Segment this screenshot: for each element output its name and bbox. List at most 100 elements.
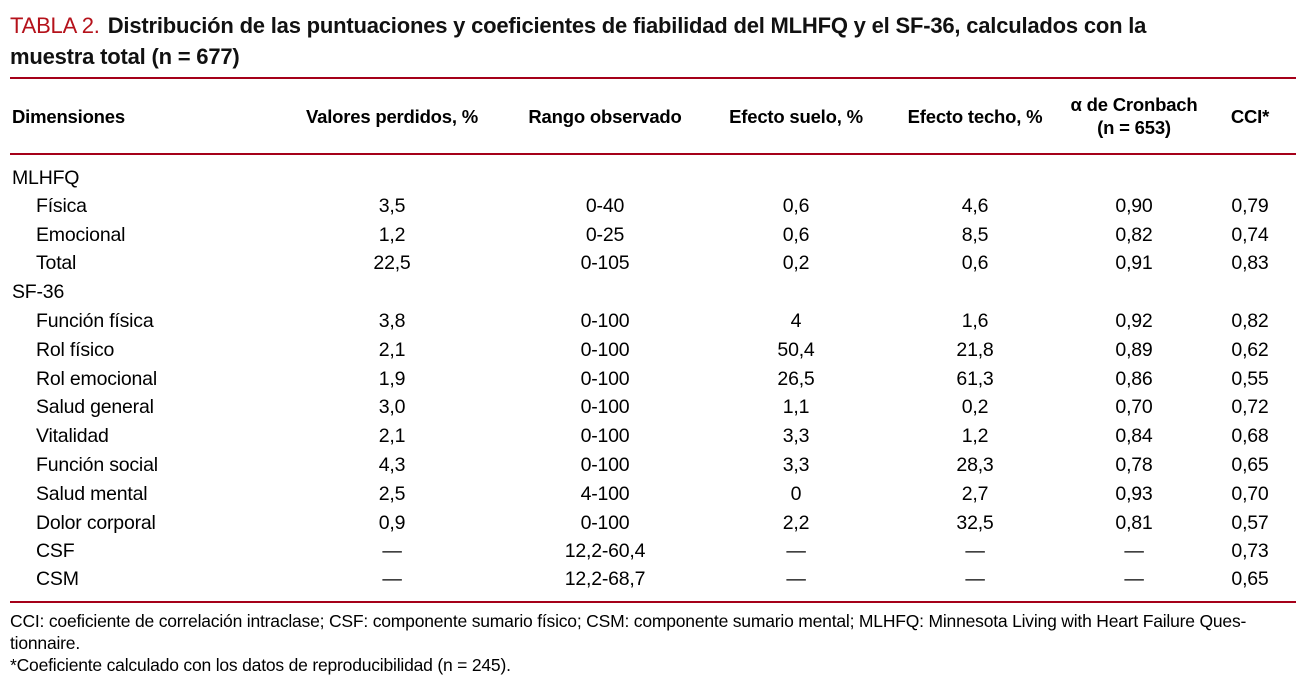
cell-value: 0,65 <box>1231 454 1269 477</box>
cell-value: 2,5 <box>378 482 406 505</box>
table-title-line2: muestra total (n = 677) <box>10 44 240 69</box>
cell-value: — <box>965 540 985 563</box>
table-row: Función social 4,3 0-100 3,3 28,3 0,78 0,65 <box>10 451 1296 480</box>
cell-value <box>886 278 1064 307</box>
cell-value: 0,83 <box>1231 252 1269 275</box>
cell-value: 0,9 <box>378 511 406 534</box>
column-header-efecto-techo: Efecto techo, % <box>886 78 1064 155</box>
cell-value <box>1064 278 1204 307</box>
cell-value: 3,8 <box>378 310 406 333</box>
table-body: MLHFQ Física 3,5 0-40 0,6 4,6 0,90 0,79 Emociona… <box>10 154 1296 604</box>
table-number-label: TABLA 2. <box>10 13 100 38</box>
cell-value: 0,92 <box>1115 310 1153 333</box>
footnote-abbreviations-line2: tionnaire. <box>10 633 80 654</box>
cell-value: 0,74 <box>1231 223 1269 246</box>
cell-value: 0,68 <box>1231 425 1269 448</box>
table-row: Emocional 1,2 0-25 0,6 8,5 0,82 0,74 <box>10 221 1296 250</box>
cell-value: 0-100 <box>580 367 630 390</box>
cell-value: 0,6 <box>961 252 989 275</box>
table-row: Salud general 3,0 0-100 1,1 0,2 0,70 0,72 <box>10 394 1296 423</box>
cell-value: 0,91 <box>1115 252 1153 275</box>
cell-value: 2,7 <box>961 482 989 505</box>
alfa-cronbach-line2: (n = 653) <box>1097 117 1171 138</box>
cell-value: 32,5 <box>956 511 994 534</box>
table-row: Función física 3,8 0-100 4 1,6 0,92 0,82 <box>10 307 1296 336</box>
cell-value: 21,8 <box>956 338 994 361</box>
dimension-label: CSF <box>36 540 75 563</box>
header-row: Dimensiones Valores perdidos, % Rango ob… <box>10 78 1296 155</box>
dimension-label: Rol emocional <box>36 367 157 390</box>
cell-value: 0,70 <box>1231 482 1269 505</box>
cell-value: — <box>1124 540 1144 563</box>
column-header-rango-observado: Rango observado <box>504 78 706 155</box>
cell-value: 0,82 <box>1231 310 1269 333</box>
column-header-cci: CCI* <box>1204 78 1296 155</box>
dimension-label: Vitalidad <box>36 425 109 448</box>
cell-value: 0,79 <box>1231 194 1269 217</box>
cell-value <box>504 154 706 192</box>
cell-value <box>1204 154 1296 192</box>
cell-value: 12,2-68,7 <box>504 566 706 604</box>
cell-value: 0 <box>790 482 802 505</box>
cell-value: 0-40 <box>585 194 625 217</box>
dimension-label: Salud general <box>36 396 154 419</box>
table-group-row: MLHFQ <box>10 154 1296 192</box>
table-row: Vitalidad 2,1 0-100 3,3 1,2 0,84 0,68 <box>10 422 1296 451</box>
cell-value: 0,70 <box>1115 396 1153 419</box>
table-row: CSM —12,2-68,7— — —0,65 <box>10 566 1296 604</box>
cell-value: 0,6 <box>782 223 810 246</box>
cell-value <box>1204 278 1296 307</box>
cell-value: 0-105 <box>580 252 630 275</box>
cell-value: 0-100 <box>580 511 630 534</box>
cell-value: 1,9 <box>378 367 406 390</box>
table-title: TABLA 2. Distribución de las puntuaciones… <box>10 10 1296 72</box>
cell-value: 0-25 <box>585 223 625 246</box>
cell-value: 61,3 <box>956 367 994 390</box>
table-header: Dimensiones Valores perdidos, % Rango ob… <box>10 78 1296 155</box>
cell-value: 1,6 <box>961 310 989 333</box>
cell-value: — <box>382 540 402 563</box>
cell-value: 0,93 <box>1115 482 1153 505</box>
cell-value <box>280 278 504 307</box>
cell-value: 0,84 <box>1115 425 1153 448</box>
cell-value: 0,90 <box>1115 194 1153 217</box>
cell-value: — <box>886 566 1064 604</box>
table-footnotes: CCI: coeficiente de correlación intracla… <box>10 610 1296 676</box>
cell-value: 0,86 <box>1115 367 1153 390</box>
cell-value: — <box>786 540 806 563</box>
cell-value: 0,65 <box>1204 566 1296 604</box>
cell-value: 8,5 <box>961 223 989 246</box>
cell-value: 4-100 <box>580 482 630 505</box>
cell-value: 4,6 <box>961 194 989 217</box>
section-label: MLHFQ <box>12 167 80 189</box>
dimension-label: Física <box>36 194 87 217</box>
cell-value: — <box>706 566 886 604</box>
cell-value: 3,3 <box>782 425 810 448</box>
column-header-alfa-cronbach: α de Cronbach (n = 653) <box>1064 78 1204 155</box>
footnote-abbreviations-line1: CCI: coeficiente de correlación intracla… <box>10 611 1247 632</box>
dimension-label: Dolor corporal <box>36 511 156 534</box>
cell-value: 0,72 <box>1231 396 1269 419</box>
cell-value: 0,62 <box>1231 338 1269 361</box>
table-row: Salud mental 2,5 4-100 0 2,7 0,93 0,70 <box>10 480 1296 509</box>
cell-value: 12,2-60,4 <box>564 540 646 563</box>
cell-value <box>706 154 886 192</box>
cell-value: 0,81 <box>1115 511 1153 534</box>
results-table: Dimensiones Valores perdidos, % Rango ob… <box>10 77 1296 604</box>
cell-value: 3,5 <box>378 194 406 217</box>
dimension-label: Rol físico <box>36 338 115 361</box>
footnote-asterisk: *Coeficiente calculado con los datos de … <box>10 655 511 676</box>
cell-value <box>504 278 706 307</box>
cell-value: 0-100 <box>580 310 630 333</box>
dimension-label: Función física <box>36 310 154 333</box>
cell-value: 0,2 <box>782 252 810 275</box>
cell-value: 3,3 <box>782 454 810 477</box>
table-row: CSF — 12,2-60,4 — — — 0,73 <box>10 538 1296 567</box>
cell-value: 0,55 <box>1231 367 1269 390</box>
cell-value: 0-100 <box>580 425 630 448</box>
cell-value: 1,2 <box>378 223 406 246</box>
table-row: Física 3,5 0-40 0,6 4,6 0,90 0,79 <box>10 192 1296 221</box>
dimension-label: Función social <box>36 454 158 477</box>
cell-value: 0,78 <box>1115 454 1153 477</box>
